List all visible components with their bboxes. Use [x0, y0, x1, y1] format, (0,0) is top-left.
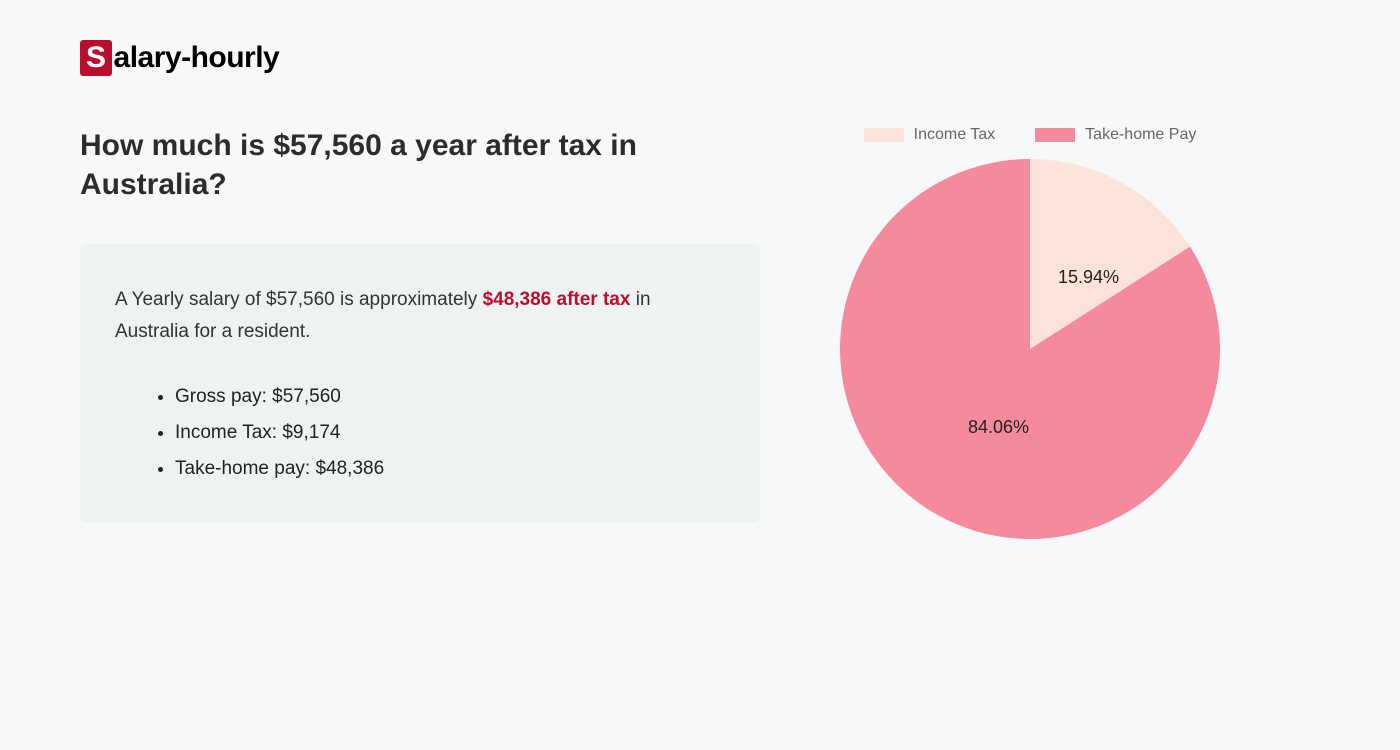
summary-box: A Yearly salary of $57,560 is approximat… — [80, 244, 760, 522]
pie-chart: 15.94% 84.06% — [840, 159, 1220, 539]
list-item: Take-home pay: $48,386 — [175, 451, 725, 487]
legend-swatch — [1035, 128, 1075, 142]
main-content: How much is $57,560 a year after tax in … — [80, 126, 1320, 539]
text-column: How much is $57,560 a year after tax in … — [80, 126, 760, 539]
legend-label: Take-home Pay — [1085, 126, 1196, 144]
legend-item-take-home: Take-home Pay — [1035, 126, 1196, 144]
site-logo: Salary-hourly — [80, 40, 1320, 76]
legend-swatch — [864, 128, 904, 142]
list-item: Income Tax: $9,174 — [175, 415, 725, 451]
pie-svg — [840, 159, 1220, 539]
slice-label-income-tax: 15.94% — [1058, 267, 1119, 288]
summary-paragraph: A Yearly salary of $57,560 is approximat… — [115, 284, 725, 349]
summary-highlight: $48,386 after tax — [483, 289, 631, 310]
logo-s-badge: S — [80, 40, 112, 76]
summary-pre: A Yearly salary of $57,560 is approximat… — [115, 289, 483, 310]
chart-legend: Income Tax Take-home Pay — [820, 126, 1240, 144]
page-title: How much is $57,560 a year after tax in … — [80, 126, 760, 204]
legend-item-income-tax: Income Tax — [864, 126, 996, 144]
slice-label-take-home: 84.06% — [968, 417, 1029, 438]
legend-label: Income Tax — [914, 126, 996, 144]
chart-column: Income Tax Take-home Pay 15.94% 84.06% — [820, 126, 1240, 539]
breakdown-list: Gross pay: $57,560 Income Tax: $9,174 Ta… — [115, 379, 725, 487]
list-item: Gross pay: $57,560 — [175, 379, 725, 415]
logo-text: alary-hourly — [114, 41, 280, 75]
